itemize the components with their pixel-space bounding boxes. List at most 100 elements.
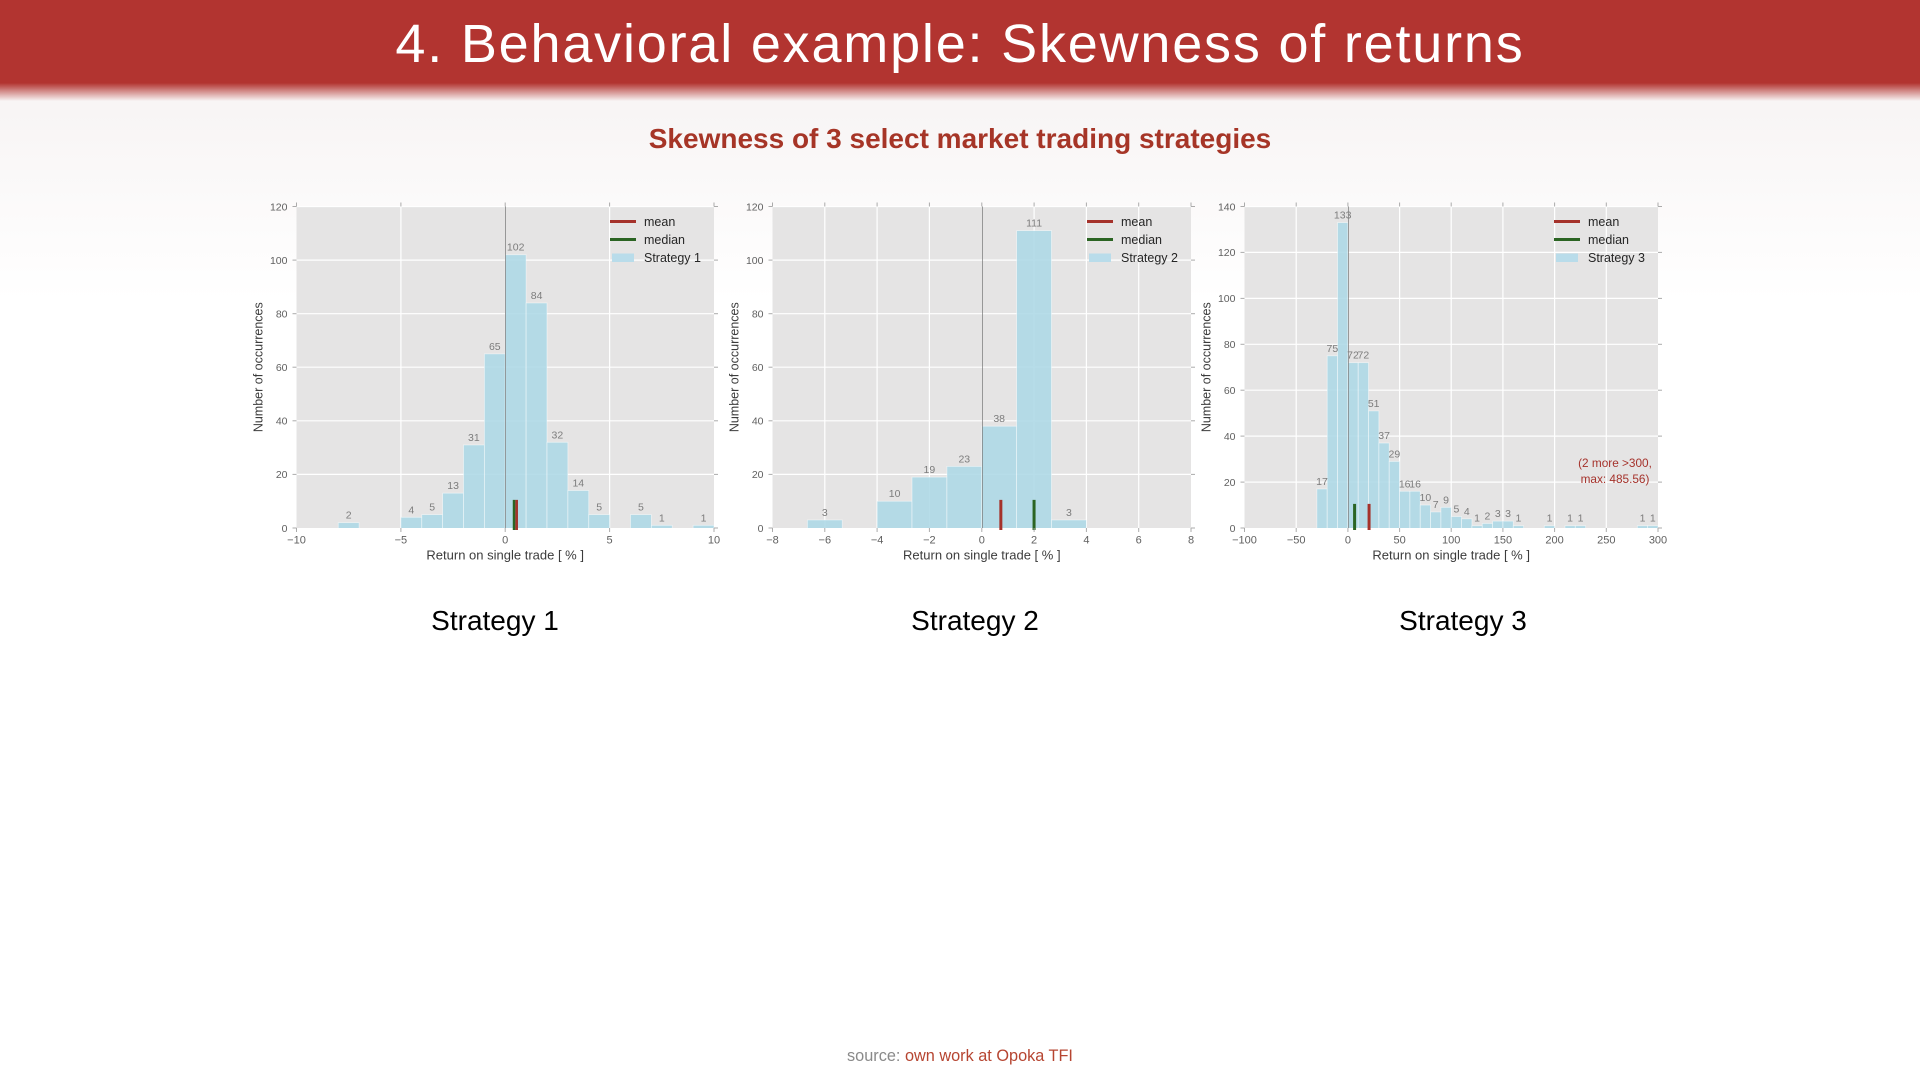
svg-text:20: 20 (276, 469, 288, 481)
svg-text:9: 9 (1443, 494, 1449, 506)
svg-text:80: 80 (752, 309, 764, 321)
svg-text:300: 300 (1649, 535, 1667, 547)
svg-text:median: median (1588, 233, 1629, 247)
svg-text:3: 3 (1066, 507, 1072, 519)
svg-text:60: 60 (276, 362, 288, 374)
svg-text:5: 5 (1453, 504, 1459, 516)
svg-text:3: 3 (1505, 508, 1511, 520)
svg-text:100: 100 (746, 255, 764, 267)
svg-text:0: 0 (1230, 523, 1236, 535)
svg-text:1: 1 (1547, 513, 1553, 525)
svg-text:1: 1 (659, 512, 665, 524)
svg-text:72: 72 (1347, 350, 1359, 362)
svg-text:5: 5 (429, 502, 435, 514)
svg-text:29: 29 (1389, 448, 1401, 460)
svg-text:38: 38 (993, 413, 1005, 425)
svg-text:120: 120 (746, 201, 764, 213)
svg-text:120: 120 (1218, 247, 1236, 259)
svg-text:13: 13 (447, 480, 459, 492)
svg-text:102: 102 (507, 242, 525, 254)
svg-text:23: 23 (958, 453, 970, 465)
svg-text:4: 4 (1464, 506, 1470, 518)
svg-text:1: 1 (1474, 513, 1480, 525)
svg-text:4: 4 (1083, 535, 1089, 547)
svg-text:60: 60 (752, 362, 764, 374)
svg-text:0: 0 (502, 535, 508, 547)
svg-text:mean: mean (1588, 215, 1619, 229)
svg-text:133: 133 (1334, 210, 1352, 222)
svg-text:0: 0 (1345, 535, 1351, 547)
svg-text:Strategy 2: Strategy 2 (1121, 251, 1178, 265)
svg-text:mean: mean (1121, 215, 1152, 229)
svg-text:1: 1 (1515, 513, 1521, 525)
svg-text:median: median (1121, 233, 1162, 247)
svg-text:Strategy 3: Strategy 3 (1588, 251, 1645, 265)
svg-text:65: 65 (489, 341, 501, 353)
svg-text:3: 3 (1495, 508, 1501, 520)
svg-text:32: 32 (552, 429, 564, 441)
svg-text:120: 120 (270, 201, 288, 213)
svg-text:10: 10 (1420, 492, 1432, 504)
svg-text:mean: mean (644, 215, 675, 229)
svg-text:10: 10 (889, 488, 901, 500)
svg-text:72: 72 (1358, 350, 1370, 362)
svg-text:6: 6 (1136, 535, 1142, 547)
svg-text:Number of occurrences: Number of occurrences (252, 302, 266, 432)
svg-text:max: 485.56): max: 485.56) (1581, 472, 1650, 486)
svg-text:1: 1 (1567, 513, 1573, 525)
svg-text:80: 80 (1224, 339, 1236, 351)
svg-text:20: 20 (1224, 477, 1236, 489)
svg-text:Return on single trade [ % ]: Return on single trade [ % ] (426, 548, 584, 563)
svg-text:3: 3 (822, 507, 828, 519)
svg-text:−6: −6 (819, 535, 832, 547)
svg-text:Return on single trade [ % ]: Return on single trade [ % ] (1372, 548, 1530, 563)
svg-text:5: 5 (607, 535, 613, 547)
svg-text:(2 more >300,: (2 more >300, (1578, 456, 1652, 470)
svg-text:2: 2 (346, 510, 352, 522)
svg-text:111: 111 (1026, 218, 1042, 230)
svg-text:1: 1 (701, 512, 707, 524)
svg-text:2: 2 (1031, 535, 1037, 547)
svg-text:1: 1 (1650, 513, 1656, 525)
svg-text:5: 5 (638, 502, 644, 514)
svg-text:100: 100 (1442, 535, 1460, 547)
svg-text:1: 1 (1578, 513, 1584, 525)
svg-text:250: 250 (1597, 535, 1615, 547)
svg-text:5: 5 (596, 502, 602, 514)
svg-text:8: 8 (1188, 535, 1194, 547)
svg-text:−5: −5 (395, 535, 408, 547)
svg-text:100: 100 (270, 255, 288, 267)
svg-text:0: 0 (758, 523, 764, 535)
svg-text:20: 20 (752, 469, 764, 481)
svg-text:1: 1 (1640, 513, 1646, 525)
svg-text:median: median (644, 233, 685, 247)
svg-text:17: 17 (1316, 476, 1328, 488)
svg-text:10: 10 (708, 535, 720, 547)
svg-text:Number of occurrences: Number of occurrences (1200, 302, 1214, 432)
svg-text:Return on single trade [ % ]: Return on single trade [ % ] (903, 548, 1061, 563)
svg-text:4: 4 (408, 504, 414, 516)
svg-text:0: 0 (979, 535, 985, 547)
svg-text:40: 40 (752, 416, 764, 428)
svg-text:7: 7 (1433, 499, 1439, 511)
svg-text:−100: −100 (1232, 535, 1257, 547)
svg-text:37: 37 (1378, 430, 1390, 442)
svg-text:16: 16 (1409, 478, 1421, 490)
svg-text:80: 80 (276, 309, 288, 321)
svg-text:31: 31 (468, 432, 480, 444)
svg-text:50: 50 (1393, 535, 1405, 547)
svg-text:40: 40 (276, 416, 288, 428)
svg-text:−8: −8 (766, 535, 779, 547)
svg-text:19: 19 (924, 464, 936, 476)
svg-text:−10: −10 (287, 535, 306, 547)
svg-text:14: 14 (572, 478, 584, 490)
svg-text:−4: −4 (871, 535, 884, 547)
svg-text:100: 100 (1218, 293, 1236, 305)
svg-text:200: 200 (1545, 535, 1563, 547)
svg-text:40: 40 (1224, 431, 1236, 443)
svg-text:60: 60 (1224, 385, 1236, 397)
svg-text:150: 150 (1494, 535, 1512, 547)
svg-text:84: 84 (531, 290, 543, 302)
svg-text:−2: −2 (923, 535, 936, 547)
svg-text:16: 16 (1399, 478, 1411, 490)
